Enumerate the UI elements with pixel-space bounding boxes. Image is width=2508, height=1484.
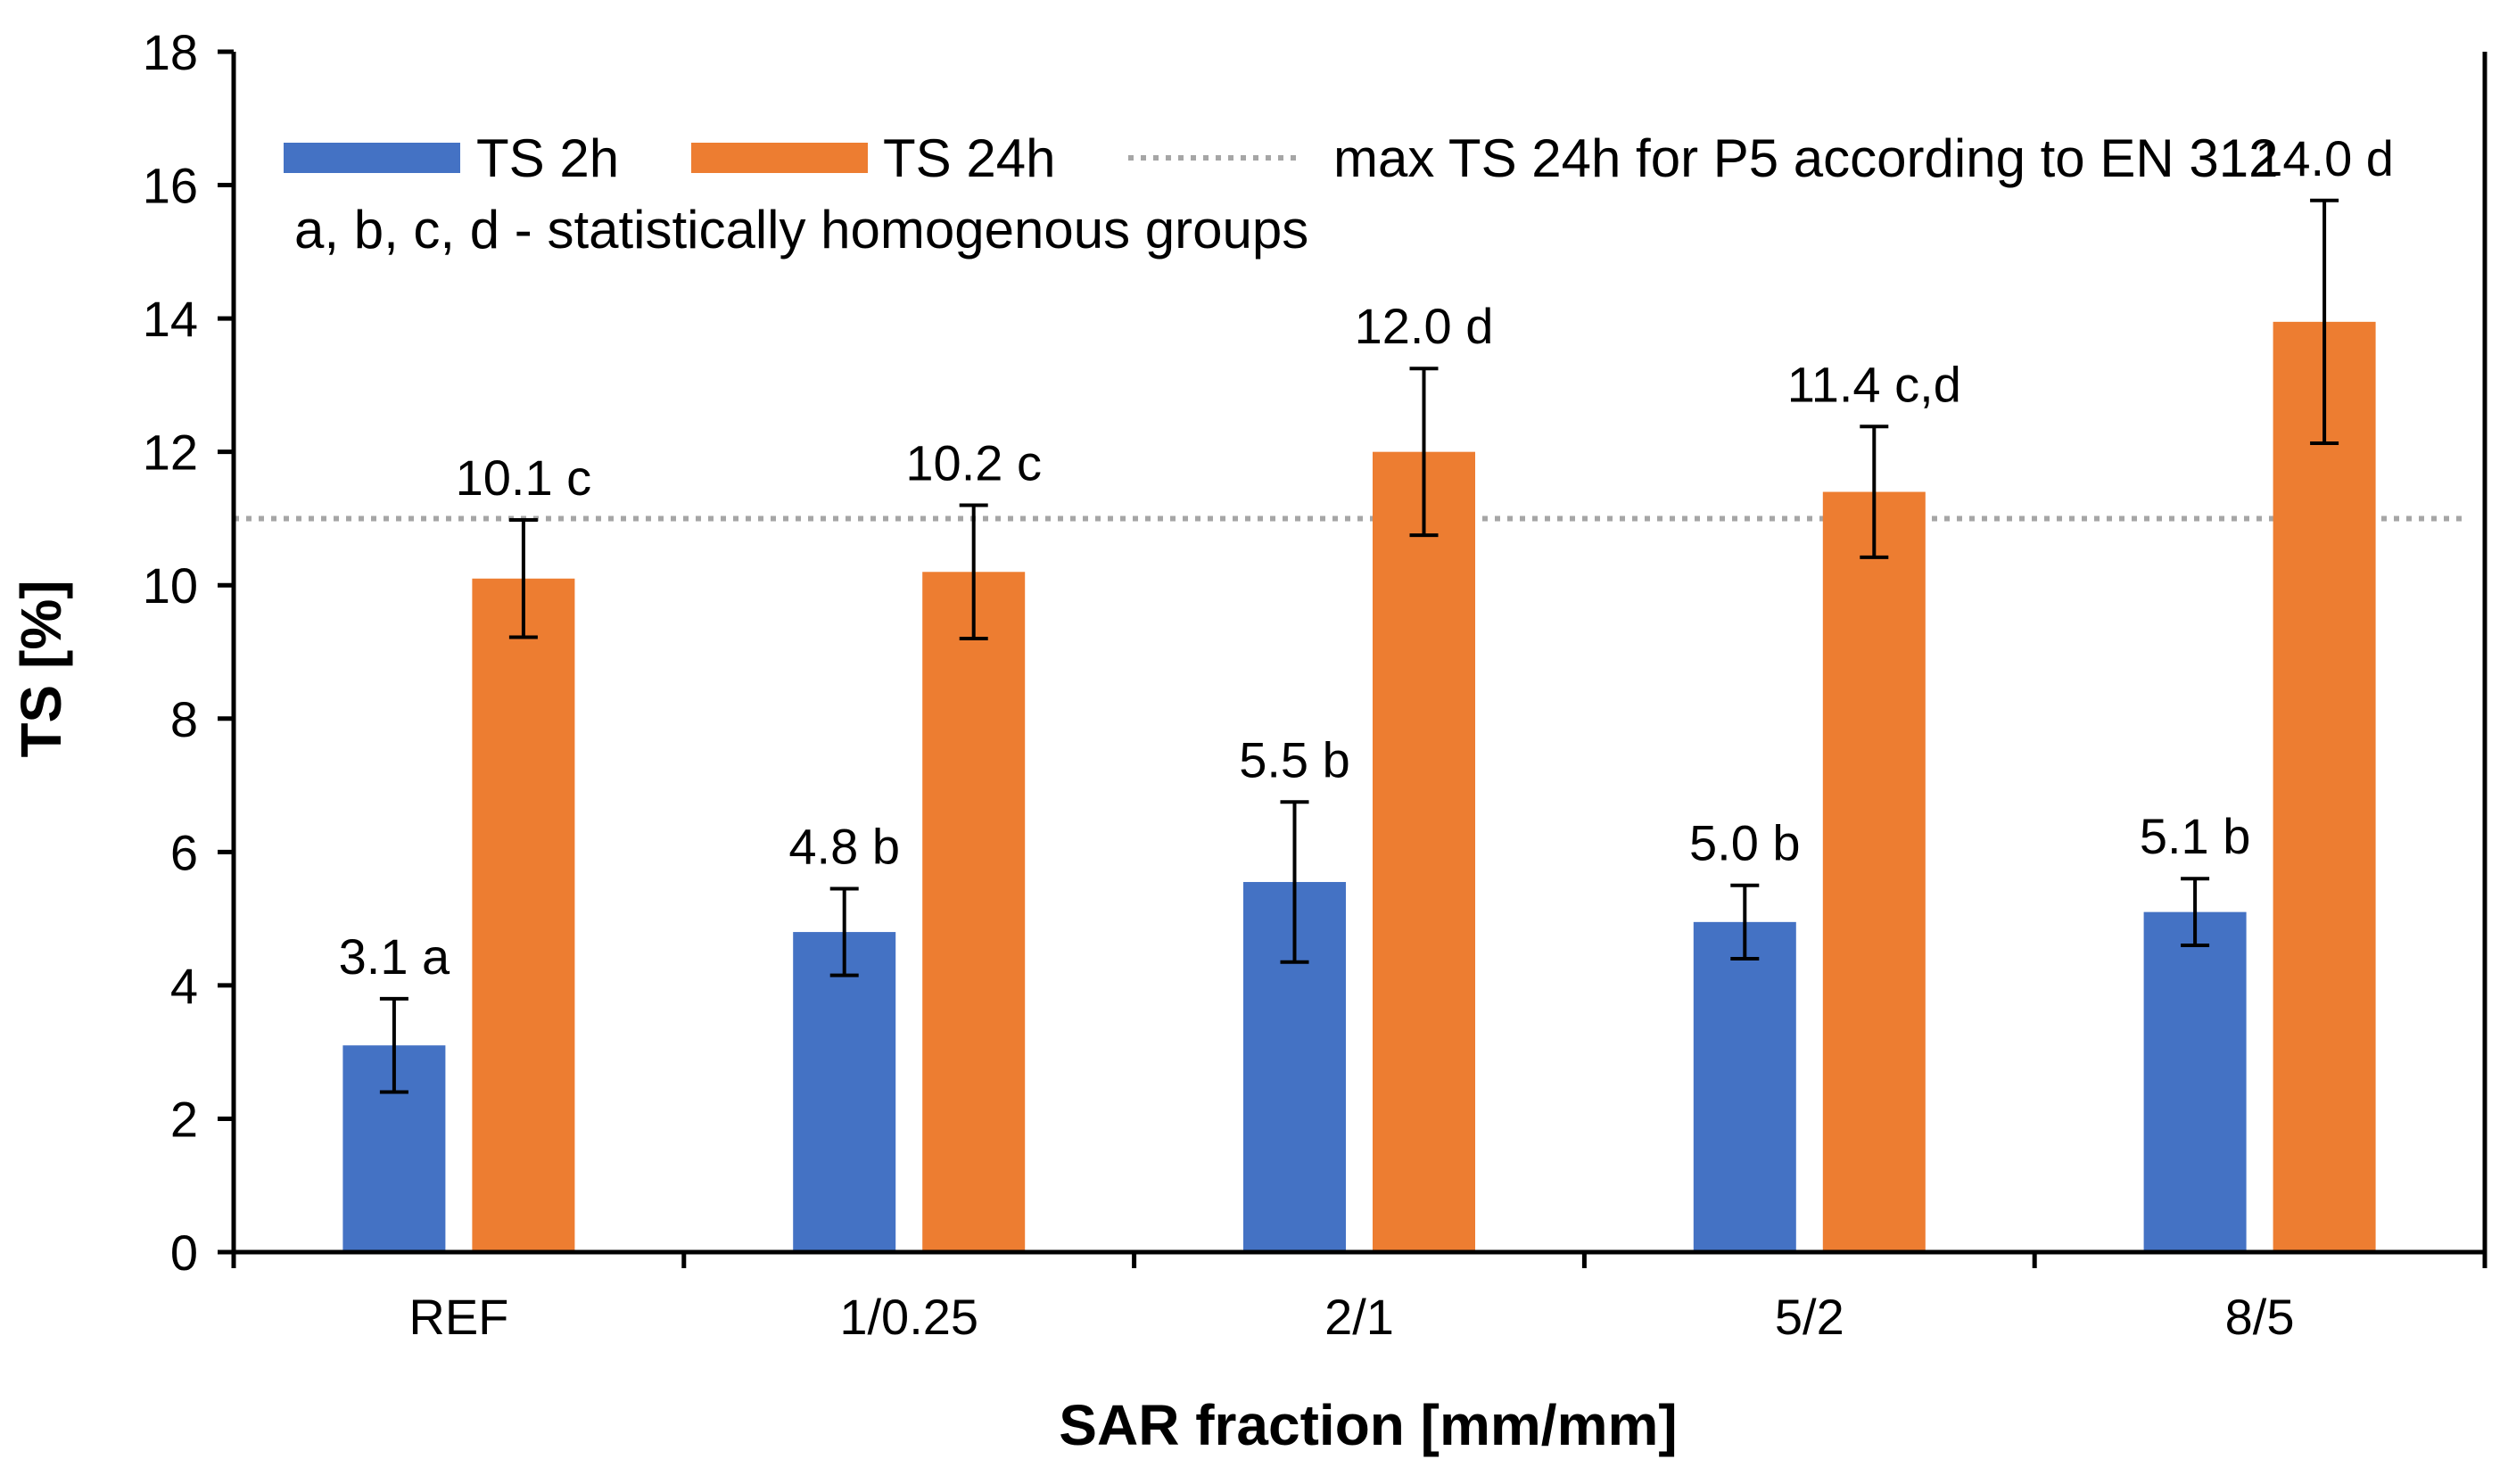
x-tick-label-ref: REF: [408, 1289, 508, 1345]
legend-swatch-ts-2h: [284, 143, 460, 173]
y-tick-label: 2: [170, 1091, 198, 1147]
y-tick-label: 18: [143, 24, 198, 80]
y-axis-title: TS [%]: [9, 580, 73, 757]
data-label-ts-2h-1-0-25: 4.8 b: [788, 818, 900, 874]
error-bar-ts-24h-ref: [508, 517, 538, 639]
data-label-ts-2h-ref: 3.1 a: [339, 928, 450, 985]
error-bar-ts-2h-2-1: [1280, 800, 1309, 964]
y-tick-label: 0: [170, 1224, 198, 1281]
error-bars-layer: [379, 198, 2339, 1094]
legend-label-ts-24h: TS 24h: [883, 128, 1055, 188]
y-tick-label: 14: [143, 291, 198, 347]
data-label-ts-24h-2-1: 12.0 d: [1355, 298, 1494, 354]
y-tick-label: 6: [170, 824, 198, 880]
y-tick-label: 12: [143, 425, 198, 481]
bar-ts-2h-5-2: [1693, 921, 1796, 1252]
y-tick-label: 10: [143, 557, 198, 614]
y-tick-label: 16: [143, 158, 198, 214]
axes-layer: 0 2 4 6 8 10 12 14 16 18 REF 1/0.25 2/1 5/2 8/5: [143, 24, 2487, 1345]
x-tick-label-1-0-25: 1/0.25: [839, 1289, 978, 1345]
bar-ts-24h-5-2: [1822, 491, 1926, 1252]
data-labels-layer: 3.1 a 4.8 b 5.5 b 5.0 b 5.1 b 10.1 c 10.2 c 12.…: [339, 130, 2394, 985]
error-bar-ts-2h-5-2: [1730, 883, 1760, 960]
bar-ts-2h-8-5: [2143, 911, 2247, 1252]
error-bar-ts-24h-8-5: [2310, 198, 2339, 445]
x-tick-label-8-5: 8/5: [2225, 1289, 2295, 1345]
error-bar-ts-2h-8-5: [2181, 877, 2210, 948]
bar-ts-24h-1-0-25: [922, 572, 1026, 1252]
bar-ts-24h-2-1: [1373, 451, 1475, 1253]
data-label-ts-2h-2-1: 5.5 b: [1239, 731, 1350, 787]
error-bar-ts-2h-ref: [379, 996, 408, 1094]
error-bar-ts-2h-1-0-25: [829, 886, 859, 977]
legend-label-ts-2h: TS 2h: [476, 128, 619, 188]
data-label-ts-24h-1-0-25: 10.2 c: [905, 434, 1042, 491]
bar-ts-24h-8-5: [2273, 321, 2376, 1253]
x-axis-title: SAR fraction [mm/mm]: [1059, 1393, 1677, 1457]
legend: TS 2h TS 24h max TS 24h for P5 according…: [284, 128, 2278, 260]
x-tick-label-2-1: 2/1: [1324, 1289, 1394, 1345]
y-tick-label: 8: [170, 691, 198, 747]
error-bar-ts-24h-2-1: [1409, 367, 1439, 538]
data-label-ts-24h-5-2: 11.4 c,d: [1787, 356, 1961, 412]
bar-ts-24h-ref: [472, 578, 575, 1252]
y-tick-label: 4: [170, 958, 198, 1014]
bars-layer: [342, 321, 2376, 1253]
error-bar-ts-24h-1-0-25: [959, 503, 988, 641]
error-bar-ts-24h-5-2: [1860, 425, 1889, 559]
legend-swatch-ts-24h: [691, 143, 868, 173]
legend-annotation: a, b, c, d - statistically homogenous gr…: [294, 200, 1308, 260]
bar-ts-2h-1-0-25: [793, 932, 896, 1252]
data-label-ts-2h-8-5: 5.1 b: [2140, 808, 2251, 864]
legend-label-reference-line: max TS 24h for P5 according to EN 312: [1333, 128, 2278, 188]
data-label-ts-2h-5-2: 5.0 b: [1689, 815, 1801, 871]
data-label-ts-24h-8-5: 14.0 d: [2255, 130, 2394, 186]
x-tick-label-5-2: 5/2: [1775, 1289, 1844, 1345]
data-label-ts-24h-ref: 10.1 c: [456, 449, 592, 506]
